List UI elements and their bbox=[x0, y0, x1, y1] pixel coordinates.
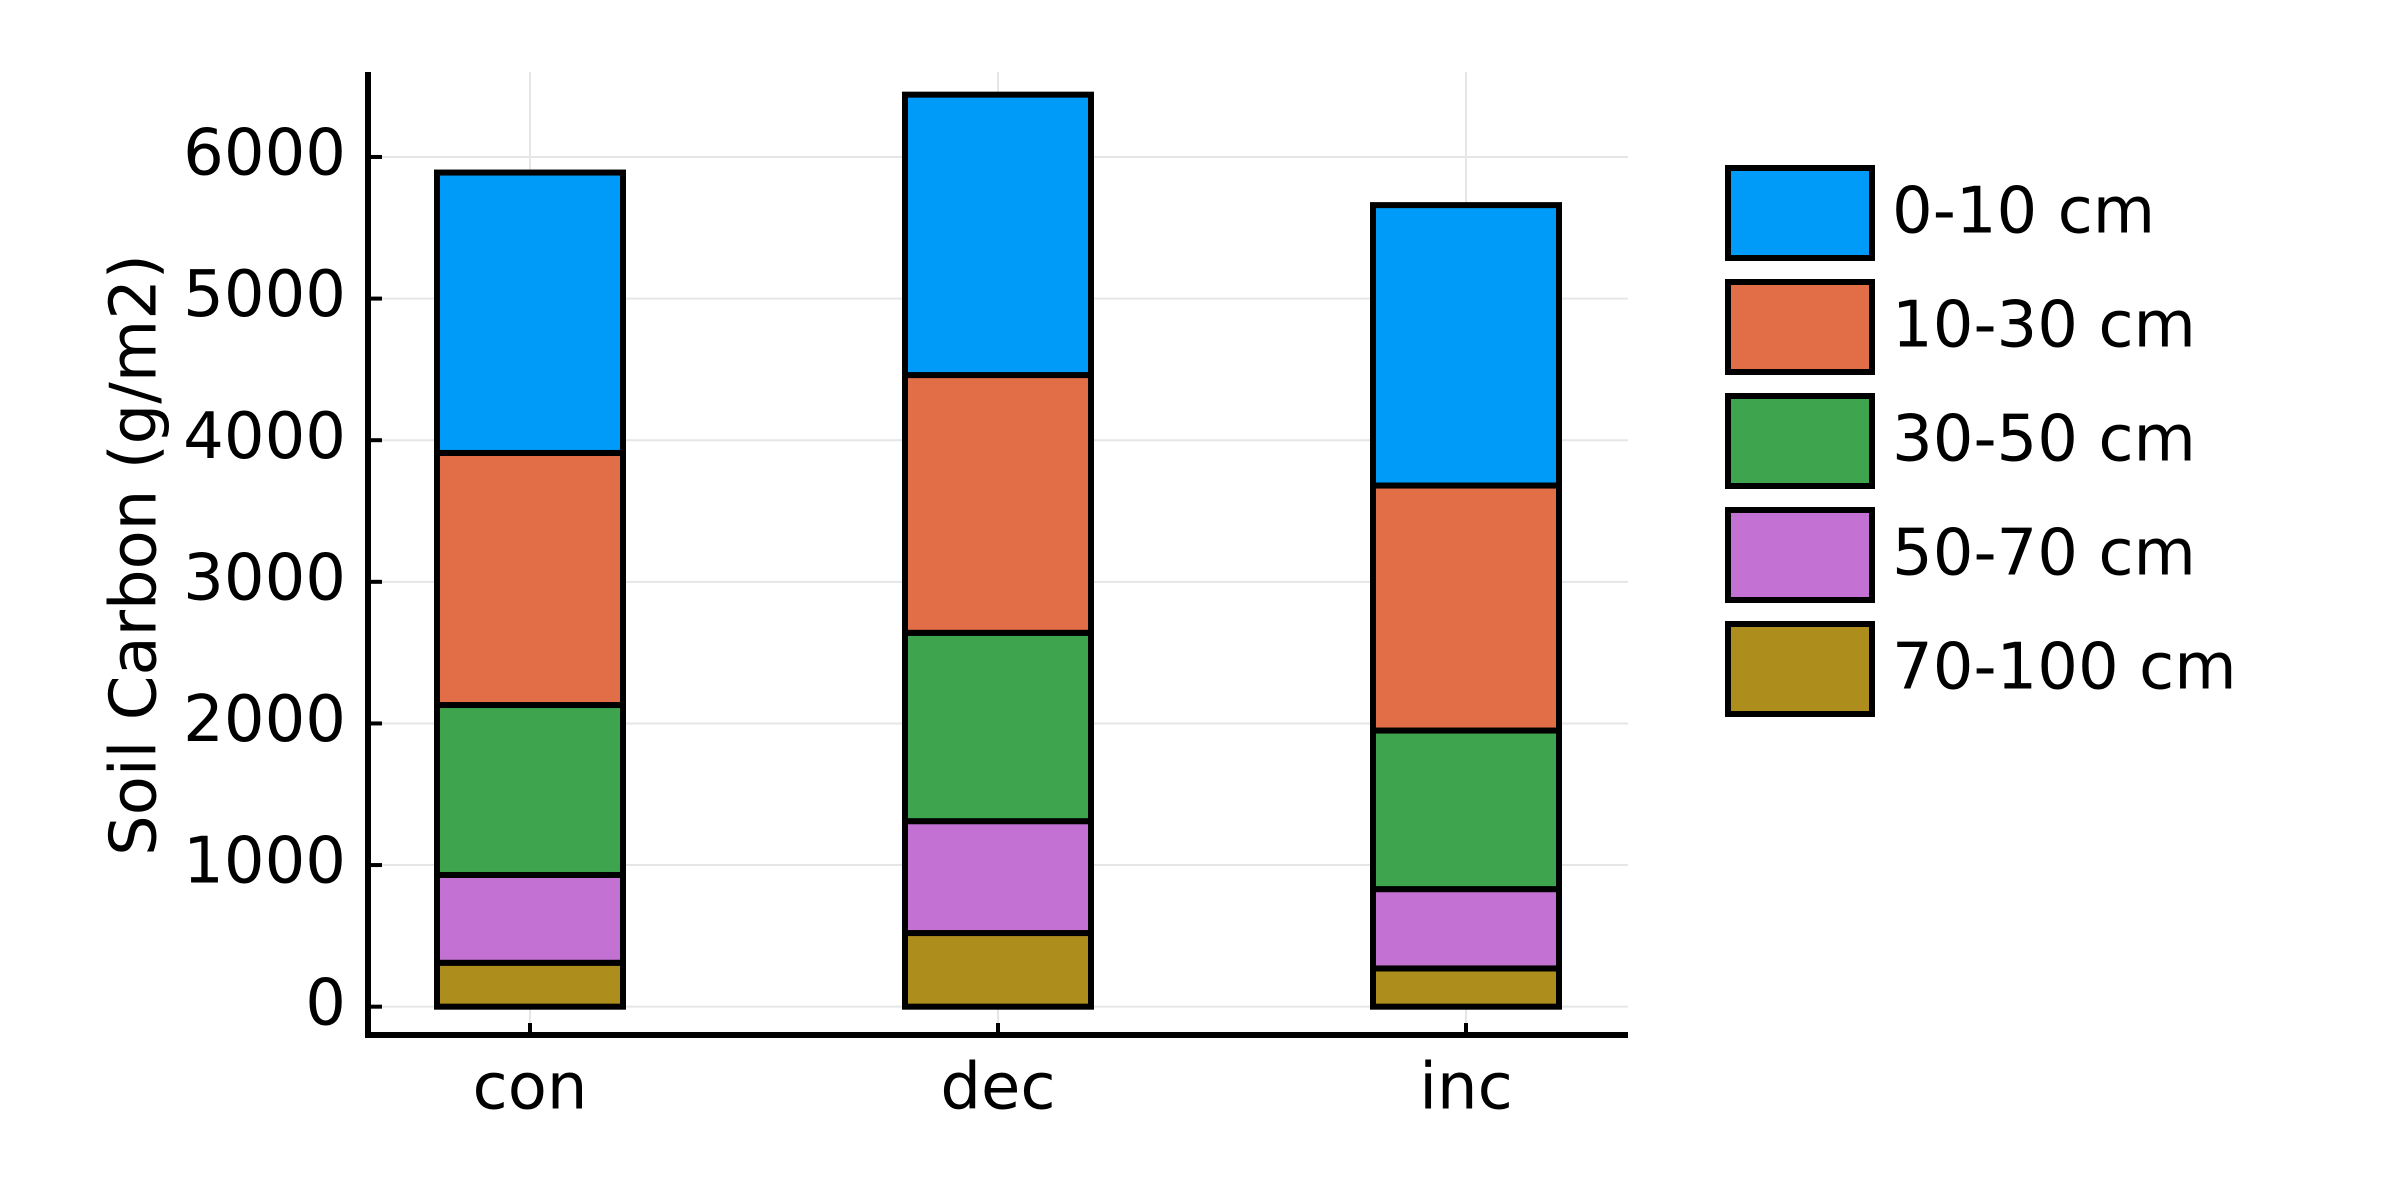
bar-segment bbox=[434, 169, 626, 456]
x-tick-label: dec bbox=[940, 1051, 1055, 1125]
legend-swatch bbox=[1725, 279, 1875, 375]
bar-segment bbox=[1370, 202, 1562, 489]
bar-segment bbox=[1370, 965, 1562, 1010]
bars bbox=[434, 91, 1562, 1010]
bar-segment bbox=[902, 91, 1094, 379]
tick-labels: 0 1000 2000 3000 4000 5000 6000 con dec inc bbox=[183, 117, 1513, 1125]
x-tick-label: con bbox=[473, 1051, 588, 1125]
bar-segment bbox=[902, 629, 1094, 825]
axes bbox=[365, 72, 1628, 1038]
bar-segment bbox=[902, 372, 1094, 636]
bar-segment bbox=[1370, 482, 1562, 734]
bar-segment bbox=[434, 959, 626, 1010]
bar-segment bbox=[434, 449, 626, 709]
y-tick-label: 5000 bbox=[183, 258, 346, 332]
legend-label: 50-70 cm bbox=[1892, 517, 2196, 591]
legend-swatch bbox=[1725, 393, 1875, 489]
legend: 0-10 cm 10-30 cm 30-50 cm 50-70 cm 70-100 cm bbox=[1725, 165, 2237, 717]
y-tick-label: 6000 bbox=[183, 117, 346, 191]
y-tick-label: 3000 bbox=[183, 541, 346, 615]
bar-segment bbox=[1370, 886, 1562, 972]
legend-label: 30-50 cm bbox=[1892, 403, 2196, 477]
y-tick-label: 4000 bbox=[183, 400, 346, 474]
legend-swatch bbox=[1725, 165, 1875, 261]
legend-label: 70-100 cm bbox=[1892, 631, 2237, 705]
y-tick-label: 2000 bbox=[183, 683, 346, 757]
legend-label: 10-30 cm bbox=[1892, 289, 2196, 363]
y-tick-label: 1000 bbox=[183, 825, 346, 899]
y-tick-label: 0 bbox=[305, 966, 346, 1040]
bar-segment bbox=[902, 818, 1094, 937]
legend-label: 0-10 cm bbox=[1892, 175, 2155, 249]
x-tick-label: inc bbox=[1419, 1051, 1513, 1125]
bar-segment bbox=[1370, 727, 1562, 893]
legend-swatch bbox=[1725, 507, 1875, 603]
bar-segment bbox=[434, 702, 626, 878]
bar-segment bbox=[434, 871, 626, 966]
legend-swatch bbox=[1725, 621, 1875, 717]
y-axis-title: Soil Carbon (g/m2) bbox=[98, 254, 172, 856]
bar-segment bbox=[902, 930, 1094, 1010]
